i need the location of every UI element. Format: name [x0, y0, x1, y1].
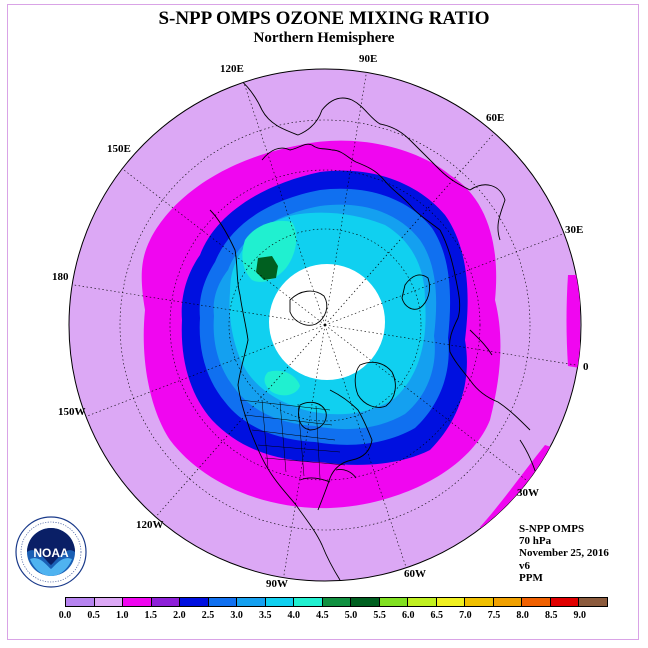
political-borders [239, 399, 346, 479]
colorbar-tick-label: 6.0 [401, 610, 415, 621]
ozone-contours [141, 140, 580, 532]
colorbar-tick-label: 5.5 [373, 610, 386, 621]
coastline-greenland [354, 361, 396, 408]
lon-label-90e: 90E [359, 53, 377, 65]
colorbar-swatch-14 [465, 598, 494, 606]
lon-label-30e: 30E [565, 224, 583, 236]
contour-edge-east [566, 275, 580, 368]
polar-data-gap [269, 264, 385, 380]
lon-label-150e: 150E [107, 143, 131, 155]
lon-label-30w: 30W [517, 487, 539, 499]
colorbar-tick-label: 5.0 [344, 610, 358, 621]
coastline-caribbean [299, 469, 357, 483]
lon-label-60w: 60W [404, 568, 426, 580]
info-pressure: 70 hPa [519, 535, 552, 548]
colorbar-swatch-5 [208, 598, 237, 606]
colorbar-tick-label: 3.0 [230, 610, 243, 621]
colorbar-swatch-10 [351, 598, 380, 606]
colorbar-tick-label: 2.0 [173, 610, 186, 621]
lon-label-60e: 60E [486, 112, 504, 124]
colorbar-tick-label: 7.5 [487, 610, 501, 621]
lon-label-180: 180 [52, 271, 69, 283]
info-version: v6 [519, 559, 530, 572]
contour-band-3-5-south [264, 370, 300, 396]
colorbar-tick-label: 9.0 [573, 610, 587, 621]
colorbar-tick-label: 1.0 [115, 610, 129, 621]
info-date: November 25, 2016 [519, 547, 609, 560]
coastline-north-america-east [317, 389, 373, 511]
coastline-arctic-islands [289, 290, 328, 326]
colorbar-swatch-16 [522, 598, 551, 606]
lon-label-150w: 150W [58, 406, 86, 418]
ozone-maximum [256, 256, 278, 280]
coastline-asia-north [261, 143, 441, 231]
graticule [69, 69, 581, 581]
coastline-scandinavia [401, 274, 431, 310]
contour-band-3-5-west [242, 220, 297, 282]
colorbar-tick-label: 4.5 [316, 610, 329, 621]
colorbar-tick-labels: 0.0 0.5 1.0 1.5 2.0 2.5 3.0 3.5 4.0 4.5 5.0 5.5 6.0 6… [59, 610, 586, 624]
map-subtitle: Northern Hemisphere [253, 30, 395, 46]
colorbar-swatch-6 [237, 598, 266, 606]
colorbar-swatch-8 [294, 598, 323, 606]
lon-label-120e: 120E [220, 63, 244, 75]
colorbar-tick-label: 7.0 [459, 610, 472, 621]
colorbar-tick-label: 0.0 [58, 610, 72, 621]
colorbar-swatch-9 [322, 598, 351, 606]
figure-frame [7, 4, 639, 640]
colorbar-swatch-2 [123, 598, 152, 606]
colorbar-tick-label: 4.0 [287, 610, 301, 621]
colorbar-swatch-12 [408, 598, 437, 606]
colorbar [65, 597, 609, 607]
map-title: S-NPP OMPS OZONE MIXING RATIO [158, 8, 490, 29]
noaa-logo: NOAA [15, 516, 87, 588]
info-units: PPM [519, 571, 543, 584]
colorbar-swatch-11 [379, 598, 408, 606]
colorbar-tick-label: 3.5 [258, 610, 272, 621]
noaa-logo-text: NOAA [33, 546, 69, 560]
coastlines [209, 71, 539, 581]
colorbar-swatch-17 [550, 598, 579, 606]
colorbar-tick-label: 0.5 [87, 610, 100, 621]
coastline-europe [439, 229, 531, 431]
colorbar-tick-label: 8.0 [516, 610, 529, 621]
colorbar-swatch-15 [493, 598, 522, 606]
lon-label-90w: 90W [266, 578, 288, 590]
colorbar-tick-label: 8.5 [544, 610, 558, 621]
colorbar-swatch-7 [265, 598, 294, 606]
colorbar-swatch-3 [151, 598, 180, 606]
colorbar-swatch-1 [94, 598, 123, 606]
colorbar-swatch-0 [66, 598, 95, 606]
colorbar-swatch-18 [579, 598, 608, 606]
info-instrument: S-NPP OMPS [519, 523, 585, 535]
coastline-north-america-west [209, 209, 341, 581]
coastline-hudson-bay [298, 401, 327, 431]
colorbar-tick-label: 6.5 [430, 610, 444, 621]
colorbar-tick-label: 2.5 [201, 610, 215, 621]
lon-label-120w: 120W [136, 519, 164, 531]
colorbar-swatch-4 [180, 598, 209, 606]
coastline-asia-east [227, 71, 506, 241]
map-info-block: S-NPP OMPS 70 hPa November 25, 2016 v6 P… [519, 523, 609, 584]
colorbar-tick-label: 1.5 [144, 610, 158, 621]
colorbar-swatch-13 [436, 598, 465, 606]
lon-label-0: 0 [583, 361, 589, 373]
